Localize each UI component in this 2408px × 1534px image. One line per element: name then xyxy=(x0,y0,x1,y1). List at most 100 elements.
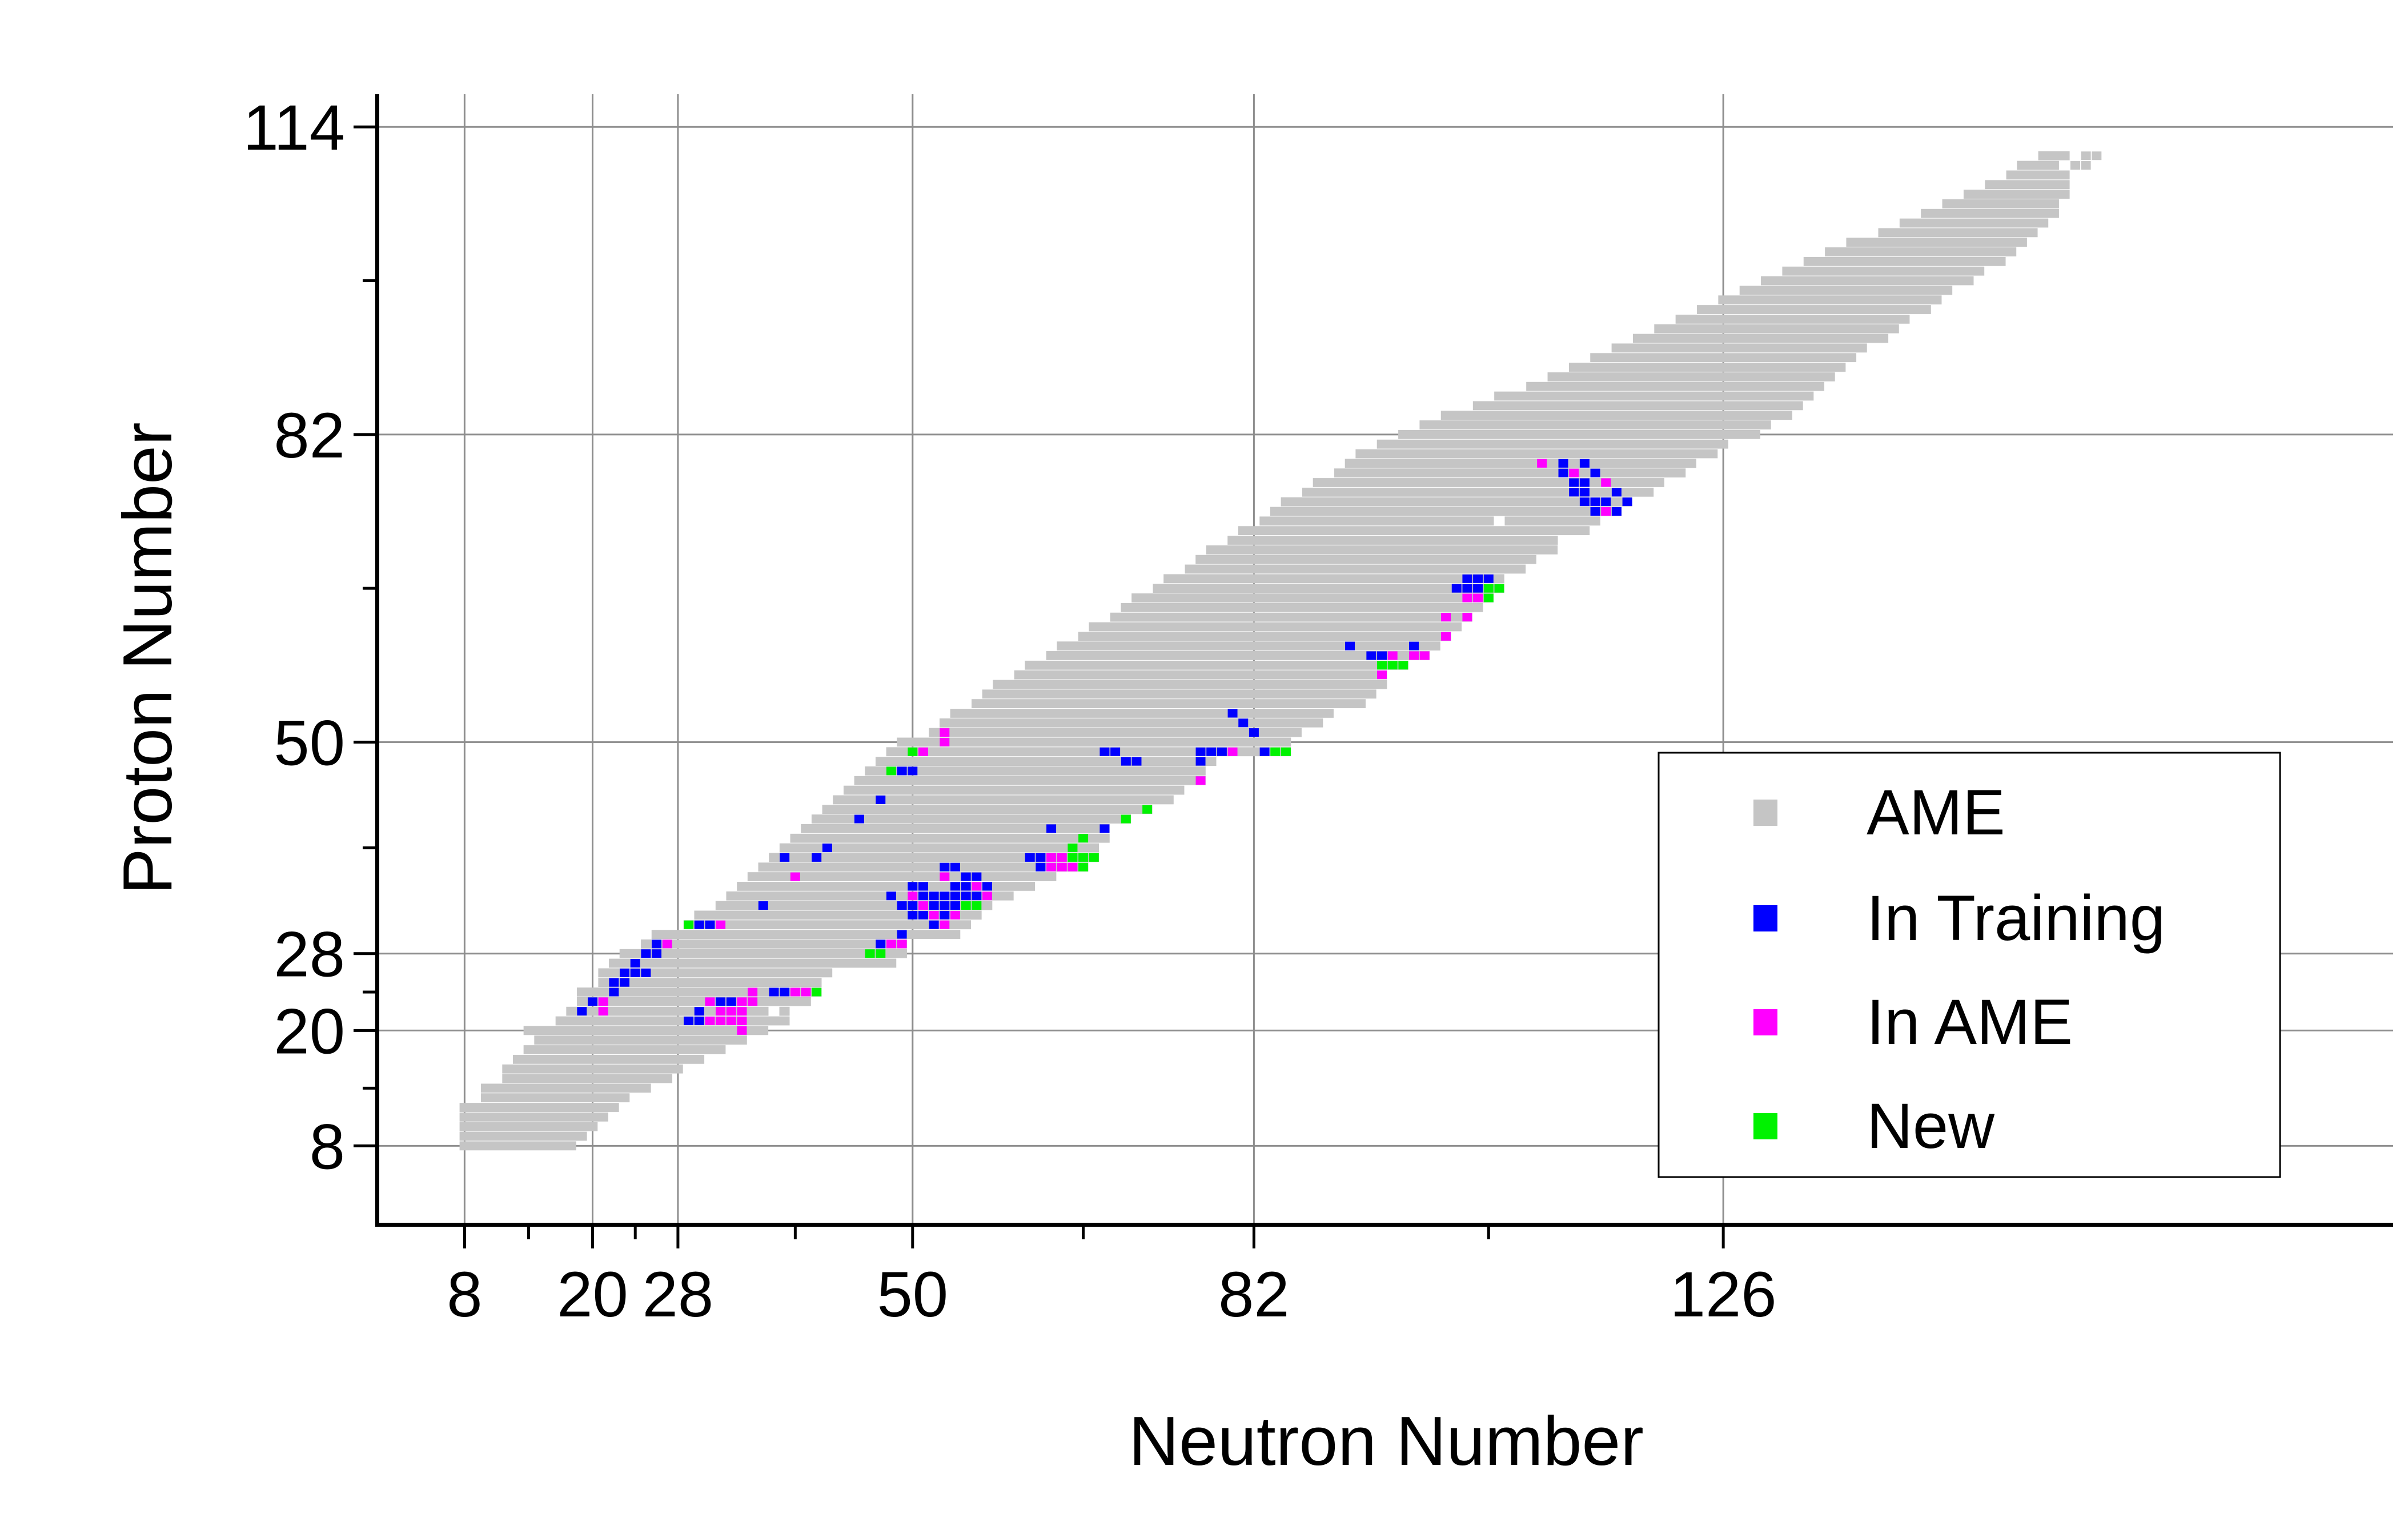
ame-row-z108 xyxy=(1985,180,2070,190)
ame-row-z45 xyxy=(843,785,1185,795)
ame-cell xyxy=(2070,161,2080,170)
ame-row-z72 xyxy=(1238,526,1590,536)
in-training-cell xyxy=(1473,574,1483,583)
ame-row-z37 xyxy=(758,862,1089,872)
in-training-cell xyxy=(1622,497,1632,507)
x-axis-title: Neutron Number xyxy=(1129,1402,1644,1480)
in-training-cell xyxy=(1579,497,1590,507)
in-ame-cell xyxy=(1067,862,1078,872)
ame-row-z65 xyxy=(1131,593,1494,603)
in-training-cell xyxy=(641,968,651,977)
in-training-cell xyxy=(694,1007,704,1016)
new-cell xyxy=(1089,853,1099,862)
in-ame-cell xyxy=(1387,651,1398,660)
new-cell xyxy=(1067,853,1078,862)
in-ame-cell xyxy=(950,910,960,919)
gridline-y-114 xyxy=(379,126,2393,128)
ame-row-z57 xyxy=(1014,670,1387,680)
new-cell xyxy=(1494,584,1504,593)
in-training-cell xyxy=(961,872,971,881)
in-training-cell xyxy=(1206,747,1217,756)
in-training-cell xyxy=(694,920,704,929)
in-training-cell xyxy=(854,814,864,824)
ame-row-z58 xyxy=(1025,660,1408,670)
in-training-cell xyxy=(886,892,896,901)
y-minor-tick xyxy=(363,279,375,283)
new-cell xyxy=(1281,747,1291,756)
ame-row-z87 xyxy=(1526,382,1825,391)
in-training-points xyxy=(577,459,1632,1026)
in-training-cell xyxy=(1366,651,1376,660)
in-training-cell xyxy=(1036,862,1046,872)
in-training-cell xyxy=(940,892,950,901)
x-tick-label-50: 50 xyxy=(877,1259,949,1330)
in-training-cell xyxy=(1110,747,1121,756)
in-training-cell xyxy=(1601,497,1611,507)
new-cell xyxy=(876,949,886,958)
legend-entry-ame: AME xyxy=(1753,777,2005,848)
y-tick-label-82: 82 xyxy=(274,400,345,471)
gridline-x-28 xyxy=(677,94,679,1223)
y-minor-tick xyxy=(363,846,375,850)
in-training-cell xyxy=(1590,497,1600,507)
in-training-cell xyxy=(769,987,779,997)
ame-row-z62 xyxy=(1089,622,1462,632)
ame-row-z75 xyxy=(1281,497,1632,507)
in-training-cell xyxy=(929,892,939,901)
ame-row-z17 xyxy=(512,1054,705,1064)
axis-ticks xyxy=(354,125,1725,1248)
in-training-cell xyxy=(812,853,822,862)
in-training-cell xyxy=(1451,584,1462,593)
ame-marker xyxy=(1753,800,1777,826)
legend-entry-in-training: In Training xyxy=(1753,882,2165,954)
ame-row-z39 xyxy=(779,843,1099,853)
in-training-cell xyxy=(641,949,651,958)
in-ame-cell xyxy=(737,1007,747,1016)
ame-row-z41 xyxy=(801,824,1110,833)
new-cell xyxy=(865,949,875,958)
x-minor-tick xyxy=(793,1227,797,1239)
ame-row-z96 xyxy=(1718,295,1942,305)
in-training-cell xyxy=(940,901,950,910)
ame-row-z86 xyxy=(1494,391,1814,401)
in-training-cell xyxy=(1483,574,1494,583)
in-training-cell xyxy=(577,1007,587,1016)
in-ame-cell xyxy=(940,737,950,746)
in-training-cell xyxy=(1377,651,1387,660)
in-training-cell xyxy=(1345,641,1355,650)
in-training-cell xyxy=(982,882,993,891)
ame-row-z101 xyxy=(1825,247,2017,256)
ame-row-z90 xyxy=(1590,353,1857,363)
in-training-cell xyxy=(918,882,928,891)
in-training-cell xyxy=(588,997,598,1006)
in-training-cell xyxy=(1131,757,1142,766)
ame-row-z88 xyxy=(1547,372,1835,382)
in-ame-cell xyxy=(1462,593,1472,603)
y-tick-label-8: 8 xyxy=(310,1111,345,1182)
in-ame-cell xyxy=(1537,459,1547,468)
ame-row-z61 xyxy=(1078,632,1451,641)
ame-row-z49 xyxy=(886,747,1291,757)
in-ame-cell xyxy=(972,882,982,891)
in-training-cell xyxy=(908,766,918,776)
new-marker xyxy=(1753,1113,1777,1139)
in-training-cell xyxy=(758,901,768,910)
in-training-cell xyxy=(780,853,790,862)
ame-row-z111 xyxy=(2038,151,2070,160)
y-tick-label-50: 50 xyxy=(274,707,345,778)
gridline-y-82 xyxy=(379,433,2393,436)
in-training-cell xyxy=(1249,728,1259,737)
in-training-cell xyxy=(876,939,886,949)
ame-row-z40 xyxy=(790,833,1110,843)
ame-row-z85 xyxy=(1472,401,1803,411)
ame-row-z68 xyxy=(1185,564,1526,574)
ame-row-z66 xyxy=(1153,584,1504,593)
in-ame-marker xyxy=(1753,1009,1777,1035)
ame-row-z93 xyxy=(1654,324,1899,334)
gridline-x-126 xyxy=(1722,94,1724,1223)
x-minor-tick xyxy=(633,1227,637,1239)
new-cell xyxy=(1483,593,1494,603)
in-training-cell xyxy=(897,930,907,939)
x-tick-label-20: 20 xyxy=(557,1259,628,1330)
